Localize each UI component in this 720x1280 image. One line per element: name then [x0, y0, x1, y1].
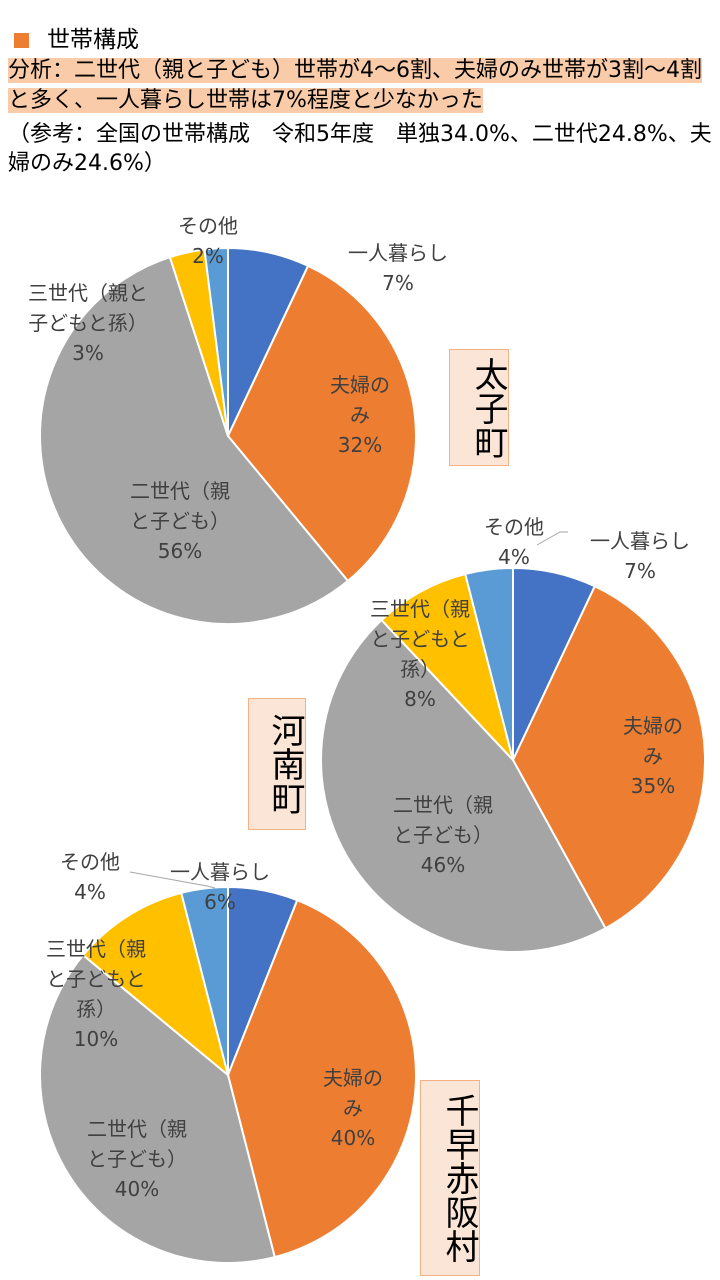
orange-square-icon — [14, 32, 29, 48]
data-label-couple: 夫婦のみ 35% — [623, 714, 683, 798]
pie-slice-three-gen — [81, 891, 230, 1078]
data-label-two-gen: 二世代（親と子ども） 56% — [130, 479, 230, 563]
data-label-three-gen: 三世代（親と子どもと孫） 10% — [46, 937, 146, 1051]
legend-title-row: 世帯構成 — [8, 24, 714, 56]
header: 世帯構成 分析：二世代（親と子ども）世帯が4～6割、夫婦のみ世帯が3割～4割と多… — [8, 24, 714, 178]
section-title: 世帯構成 — [47, 27, 139, 53]
data-label-couple: 夫婦のみ 32% — [330, 373, 390, 457]
pie-chart-1: 一人暮らし 7% 夫婦のみ 35% 二世代（親と子ども） 46% 三世代（親と子どもと孫） 8… — [320, 515, 706, 953]
data-label-three-gen: 三世代（親と子どもと孫） 3% — [28, 281, 148, 365]
pie-slice-two-gen — [39, 953, 276, 1264]
pie-slice-three-gen — [380, 572, 514, 761]
pie-chart-0: 一人暮らし 7% 夫婦のみ 32% 二世代（親と子ども） 56% 三世代（親と子どもと孫） 3… — [28, 214, 448, 625]
analysis-text-block: 分析：二世代（親と子ども）世帯が4～6割、夫婦のみ世帯が3割～4割と多く、一人暮… — [8, 56, 714, 116]
leader-line — [536, 531, 568, 546]
pie-slice-two-gen — [39, 255, 350, 625]
pie-slice-couple — [226, 898, 417, 1259]
pie-slice-other — [203, 246, 229, 437]
chart-title-taishi: 太子町 — [449, 349, 509, 466]
reference-note: （参考：全国の世帯構成 令和5年度 単独34.0%、二世代24.8%、夫婦のみ2… — [8, 122, 712, 176]
data-label-other: その他 4% — [484, 515, 544, 569]
pie-slice-two-gen — [320, 618, 607, 953]
pie-slice-couple — [226, 264, 417, 583]
data-label-single: 一人暮らし 7% — [590, 529, 690, 583]
pie-slice-other — [180, 885, 229, 1076]
data-label-single: 一人暮らし 6% — [170, 860, 270, 914]
data-label-other: その他 4% — [60, 850, 120, 904]
pie-slice-couple — [511, 584, 706, 930]
data-label-single: 一人暮らし 7% — [348, 241, 448, 295]
data-label-couple: 夫婦のみ 40% — [323, 1066, 383, 1150]
data-label-three-gen: 三世代（親と子どもと孫） 8% — [370, 597, 470, 711]
data-label-two-gen: 二世代（親と子ども） 46% — [393, 793, 493, 877]
data-label-two-gen: 二世代（親と子ども） 40% — [87, 1117, 187, 1201]
leader-line — [129, 871, 216, 889]
chart-title-chihayaakasaka: 千早赤阪村 — [420, 1080, 480, 1276]
chart-title-kanan: 河南町 — [248, 698, 306, 830]
pie-chart-2: 一人暮らし 6% 夫婦のみ 40% 二世代（親と子ども） 40% 三世代（親と子どもと孫） 1… — [39, 850, 417, 1264]
pie-slice-other — [464, 566, 514, 761]
data-label-other: その他 2% — [178, 214, 238, 268]
